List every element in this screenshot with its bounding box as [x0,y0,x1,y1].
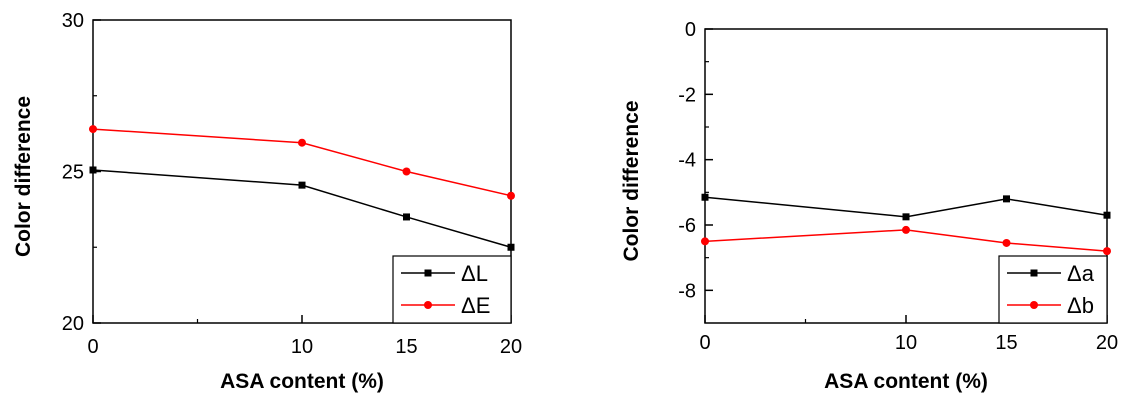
x-tick-label: 0 [87,336,98,358]
legend-label: Δb [1067,293,1094,318]
data-point [298,138,306,147]
x-axis-label: ASA content (%) [824,370,988,393]
data-point [403,213,410,221]
y-tick-label: -8 [678,280,696,302]
y-tick-label: -2 [678,84,696,106]
series-1 [701,193,1111,221]
data-point [89,125,97,134]
x-tick-label: 15 [995,332,1017,354]
data-point [1003,195,1010,203]
legend-marker [424,301,432,309]
x-axis-label: ASA content (%) [220,370,384,393]
data-point [701,193,709,201]
series-line [704,196,1108,218]
series-2 [89,125,515,200]
chart-panel-1: 0 10 15 20 20 25 30 ASA content (%) Color differ… [12,10,522,393]
data-point [1103,247,1111,256]
legend-marker [1030,301,1038,309]
y-tick-label: 25 [62,162,84,184]
data-point [902,225,910,234]
y-axis-label: Color difference [12,96,35,257]
x-tick-label: 0 [699,332,710,354]
series-line [92,128,512,197]
legend-label: Δa [1067,261,1095,286]
data-point [1103,211,1111,219]
data-point [89,166,97,174]
legend: Δa Δb [998,255,1108,324]
data-point [902,213,910,221]
series-line [92,169,512,248]
legend-box [998,255,1108,324]
data-point [1002,238,1011,247]
data-point [402,167,411,176]
legend-marker [424,269,432,277]
data-point [507,191,515,200]
data-point [507,243,515,251]
series-2 [701,225,1111,256]
legend-box [392,255,512,324]
x-tick-label: 10 [895,332,917,354]
y-tick-label: 0 [685,19,696,41]
data-point [298,181,306,189]
series-line [704,229,1108,252]
legend: ΔL ΔE [392,255,512,324]
y-tick-label: 30 [62,10,84,32]
chart-panel-2: 0 10 15 20 0 -2 -4 -6 -8 ASA content (%) Color dif… [620,19,1118,393]
legend-label: ΔE [461,293,490,318]
x-tick-label: 20 [500,336,522,358]
y-tick-label: 20 [62,313,84,335]
x-tick-label: 10 [291,336,313,358]
y-tick-label: -6 [678,215,696,237]
legend-label: ΔL [461,261,488,286]
y-axis-label: Color difference [620,100,643,261]
x-tick-label: 20 [1096,332,1118,354]
legend-marker [1030,269,1038,277]
series-1 [89,166,515,251]
data-point [701,237,709,246]
x-tick-label: 15 [395,336,417,358]
y-tick-label: -4 [678,150,696,172]
